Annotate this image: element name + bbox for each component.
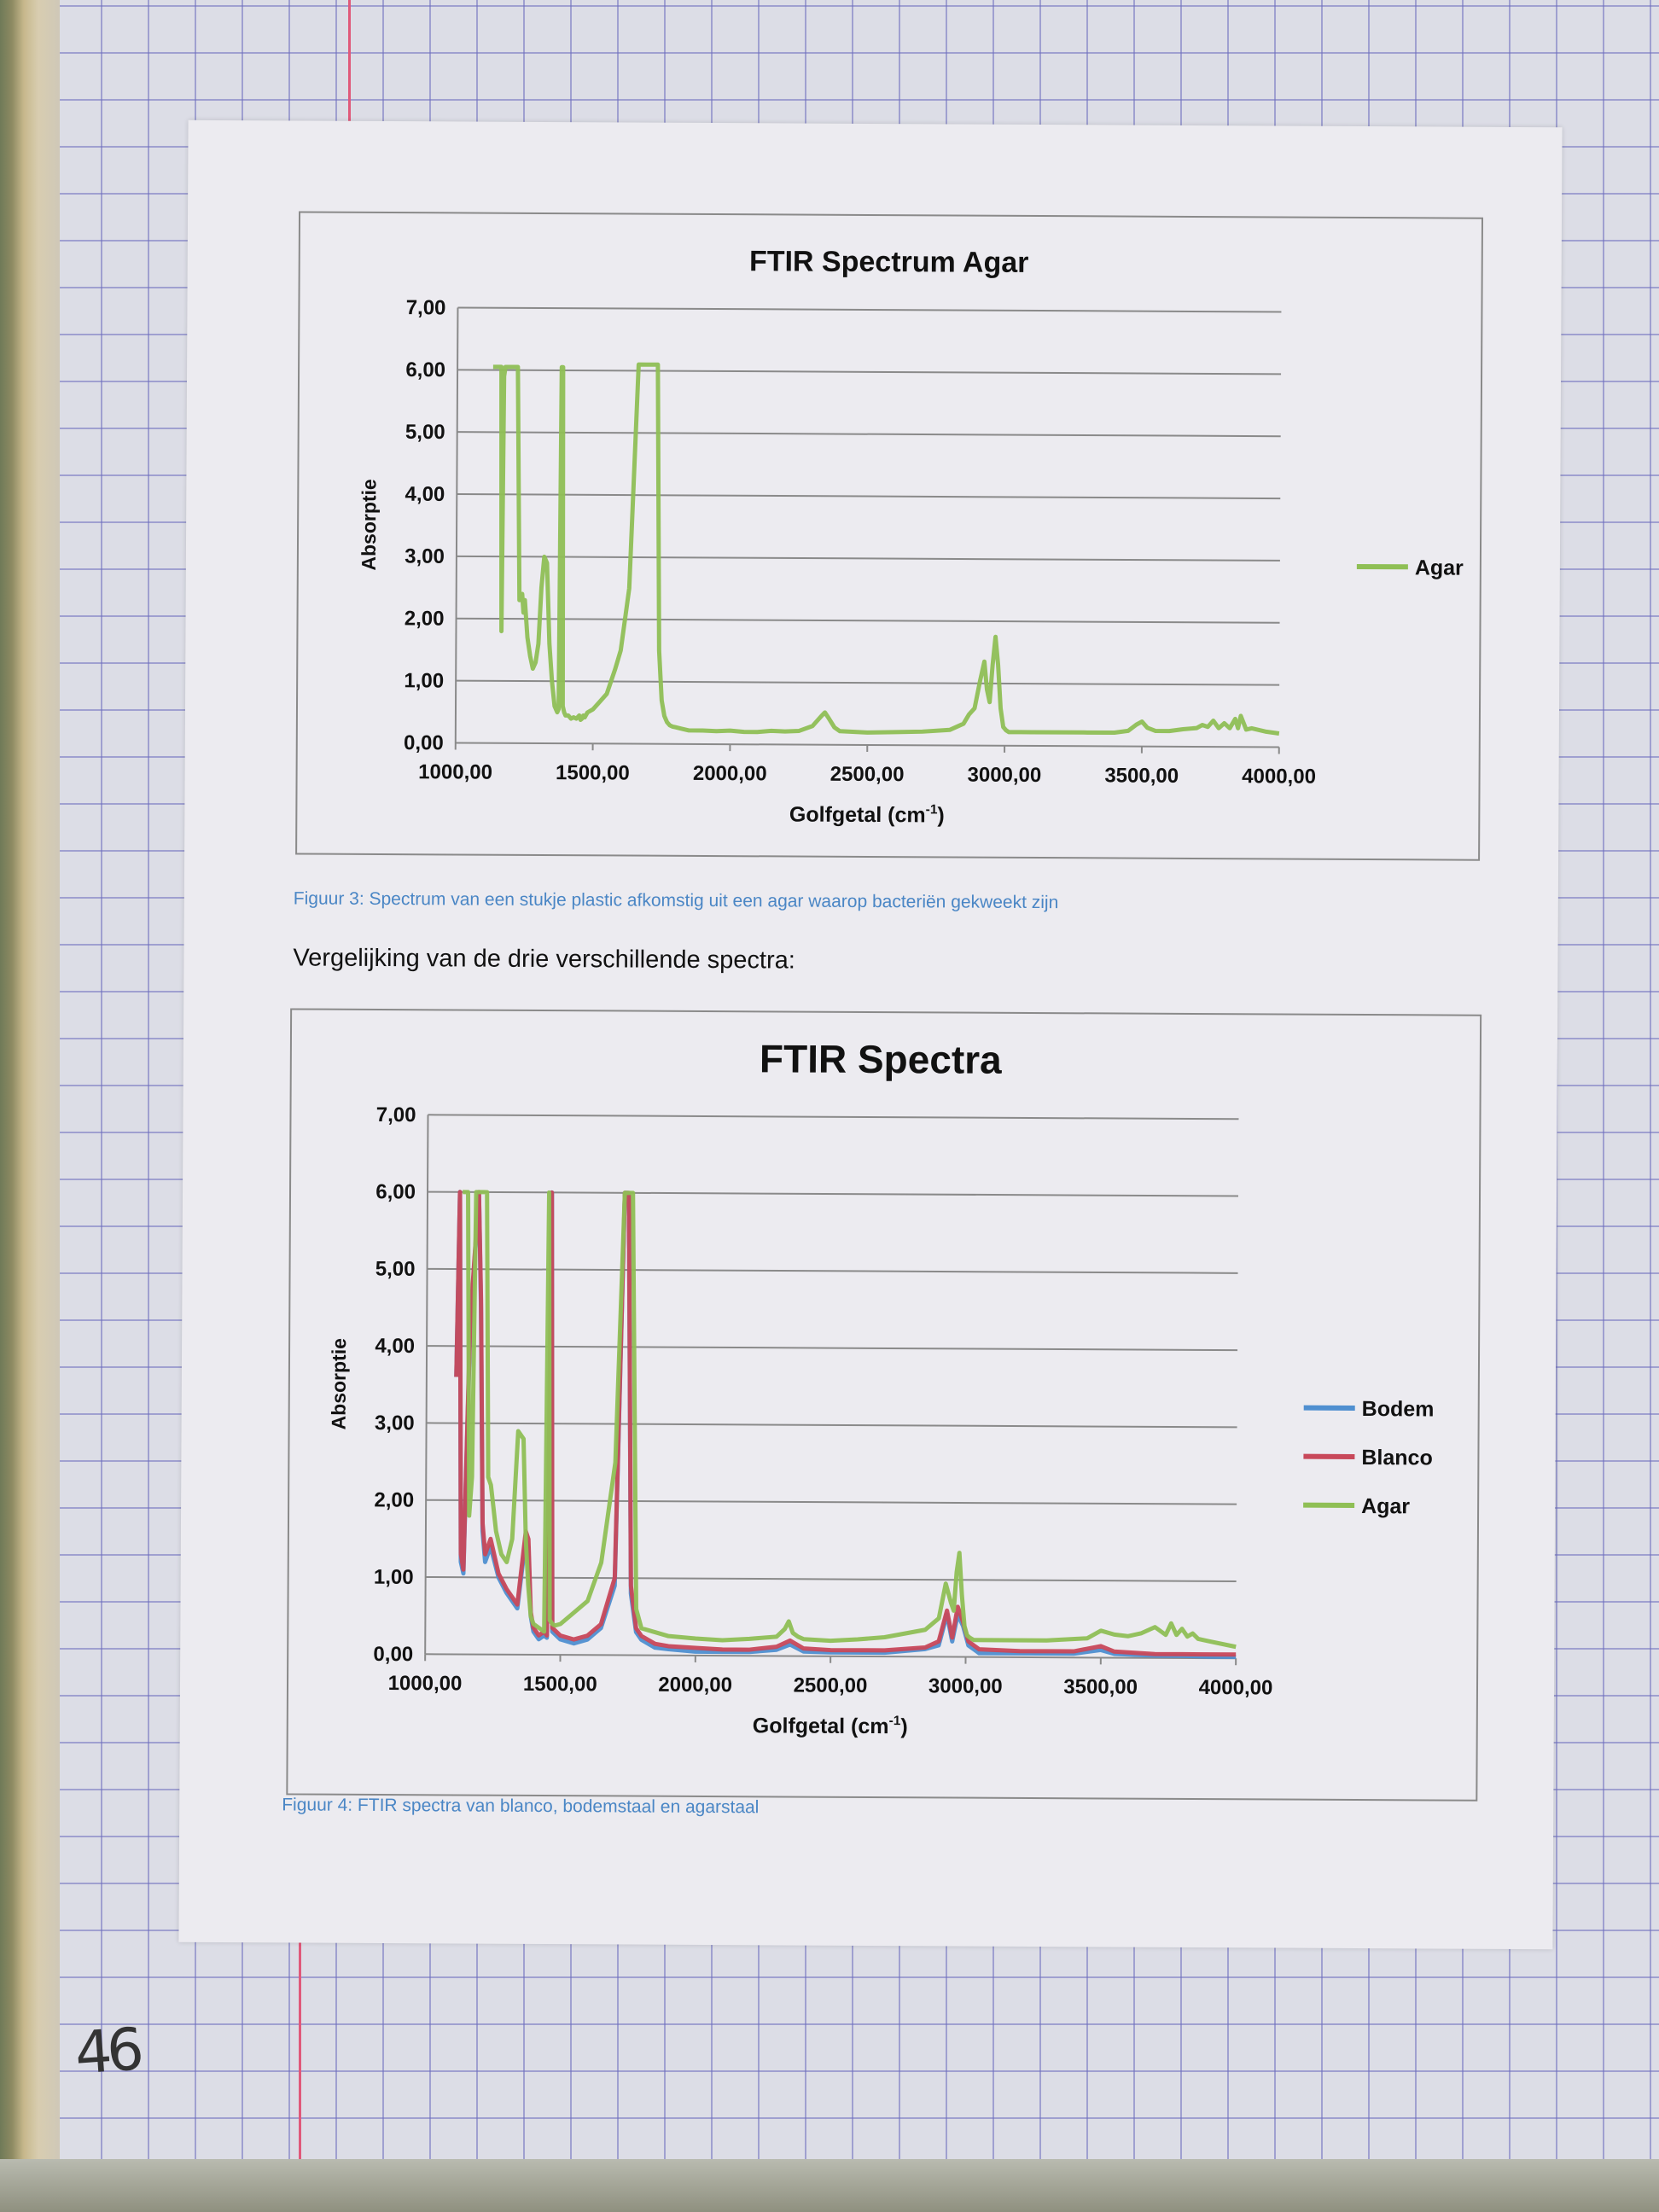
x-tick-label: 1500,00 <box>556 761 630 784</box>
y-tick-label: 7,00 <box>376 1103 416 1126</box>
gridline <box>457 556 1280 561</box>
gridline <box>457 370 1281 374</box>
figure-4-caption: Figuur 4: FTIR spectra van blanco, bodem… <box>282 1795 759 1818</box>
y-tick-label: 1,00 <box>374 1566 414 1589</box>
x-tick-label: 3500,00 <box>1104 764 1179 787</box>
x-tick-label: 1000,00 <box>418 760 492 783</box>
legend-label: Agar <box>1415 556 1464 579</box>
notebook-spine <box>0 0 60 2212</box>
y-tick-label: 1,00 <box>404 669 444 692</box>
chart-title: FTIR Spectrum Agar <box>749 245 1029 279</box>
y-tick-label: 7,00 <box>406 296 446 319</box>
figure-3-caption: Figuur 3: Spectrum van een stukje plasti… <box>294 888 1059 913</box>
x-axis-label-main: Golfgetal (cm <box>789 802 926 827</box>
y-axis-label: Absorptie <box>358 479 381 570</box>
legend-label: Bodem <box>1362 1397 1435 1421</box>
y-tick-label: 3,00 <box>375 1412 415 1435</box>
x-axis-label-close: ) <box>900 1714 907 1738</box>
y-axis-line <box>456 307 458 742</box>
x-axis-label-sup: -1 <box>889 1714 901 1728</box>
series-line-agar <box>492 364 1281 735</box>
x-tick-label: 4000,00 <box>1242 765 1316 788</box>
desk-edge <box>0 2159 1659 2212</box>
y-tick-label: 4,00 <box>375 1335 415 1358</box>
y-tick-label: 4,00 <box>405 483 445 506</box>
y-tick-label: 0,00 <box>404 731 444 754</box>
x-tick-label: 3500,00 <box>1063 1675 1138 1698</box>
y-axis-label: Absorptie <box>328 1338 351 1429</box>
x-tick-label: 1000,00 <box>388 1672 463 1695</box>
y-tick-label: 5,00 <box>375 1258 416 1281</box>
x-axis-label: Golfgetal (cm-1) <box>789 801 945 827</box>
x-tick-label: 2000,00 <box>693 762 767 785</box>
x-axis-label-main: Golfgetal (cm <box>753 1714 889 1738</box>
x-axis-label-close: ) <box>937 803 944 827</box>
y-tick-label: 5,00 <box>405 421 445 444</box>
legend-label: Agar <box>1361 1494 1410 1518</box>
gridline <box>457 307 1281 311</box>
gridline <box>456 681 1279 685</box>
chart-spectra-frame: FTIR Spectra 0,00 1,00 2,00 3,00 4,00 5,00 6,00… <box>286 1008 1481 1801</box>
legend-label: Blanco <box>1361 1446 1433 1470</box>
handwritten-page-number: 46 <box>73 2016 141 2087</box>
x-tick-label: 3000,00 <box>928 1674 1003 1697</box>
y-axis-line <box>425 1115 428 1654</box>
chart-title: FTIR Spectra <box>760 1036 1002 1081</box>
y-tick-label: 6,00 <box>375 1180 416 1203</box>
gridline <box>457 432 1281 436</box>
x-tick-label: 2500,00 <box>794 1674 868 1697</box>
margin-line <box>299 1903 301 2193</box>
x-axis-label: Golfgetal (cm-1) <box>753 1713 908 1738</box>
y-tick-label: 2,00 <box>374 1488 414 1511</box>
y-tick-label: 2,00 <box>405 607 445 630</box>
gridline <box>457 619 1280 623</box>
x-axis-label-sup: -1 <box>926 802 938 817</box>
gridline <box>428 1115 1239 1119</box>
x-tick-label: 2000,00 <box>658 1674 732 1697</box>
y-tick-label: 3,00 <box>405 545 445 568</box>
x-tick-label: 3000,00 <box>967 764 1041 787</box>
chart-agar-frame: FTIR Spectrum Agar 0,00 1,00 2,00 3,00 4,00 5,… <box>295 211 1483 860</box>
x-tick-label: 2500,00 <box>830 763 905 786</box>
x-tick-label: 4000,00 <box>1199 1676 1273 1699</box>
x-tick-label: 1500,00 <box>523 1673 597 1696</box>
y-tick-label: 6,00 <box>405 358 445 381</box>
gridline <box>457 494 1280 498</box>
chart-ftir-spectra: FTIR Spectra 0,00 1,00 2,00 3,00 4,00 5,00 6,00… <box>288 1010 1480 1799</box>
y-tick-label: 0,00 <box>373 1643 413 1666</box>
comparison-heading: Vergelijking van de drie verschillende s… <box>293 944 795 975</box>
printed-sheet: FTIR Spectrum Agar 0,00 1,00 2,00 3,00 4,00 5,… <box>178 120 1562 1949</box>
chart-ftir-spectrum-agar: FTIR Spectrum Agar 0,00 1,00 2,00 3,00 4,00 5,… <box>297 212 1481 859</box>
